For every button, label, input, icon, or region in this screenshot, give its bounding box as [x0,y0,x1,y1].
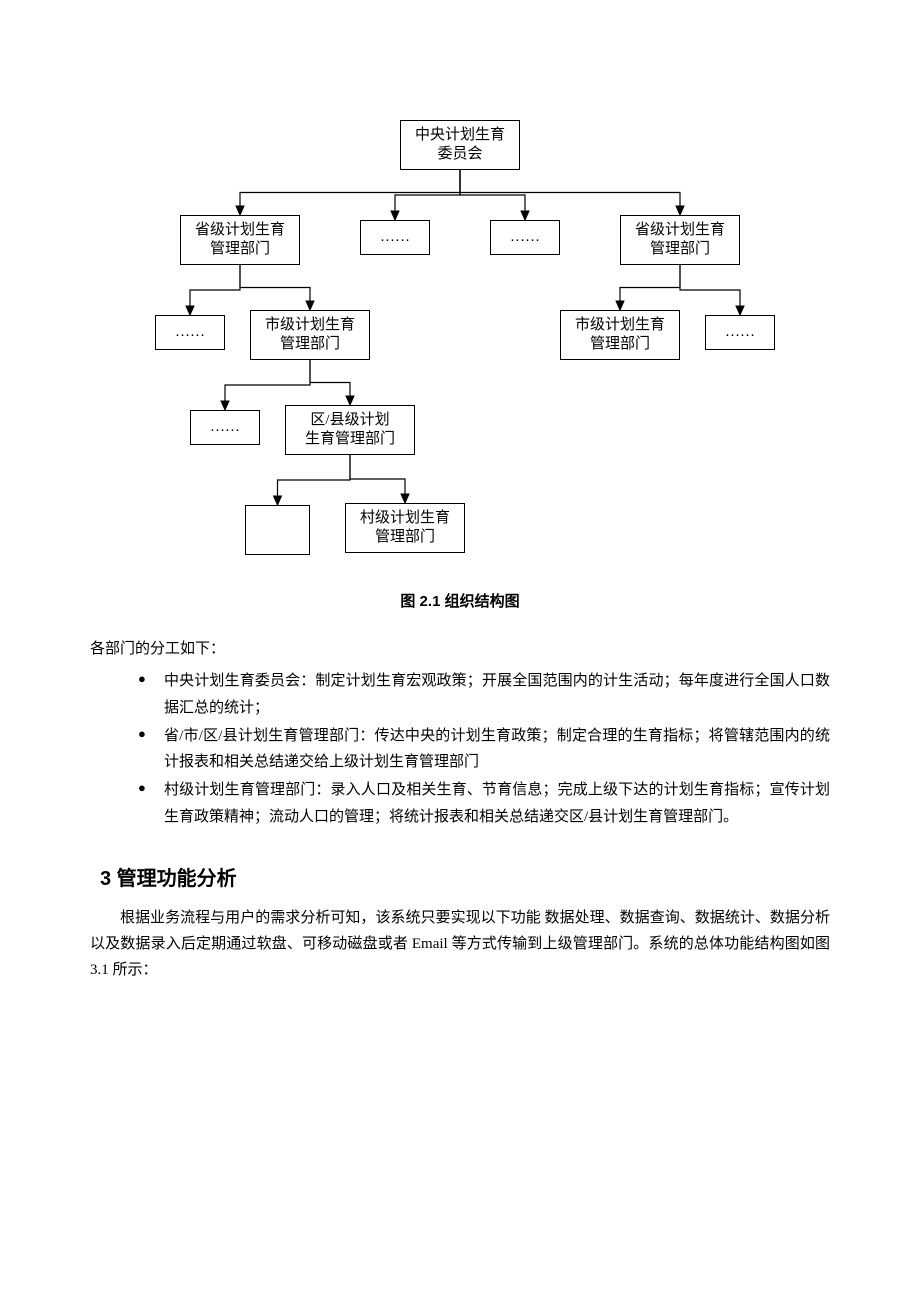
org-node: 省级计划生育管理部门 [180,215,300,265]
org-node: …… [705,315,775,350]
department-list: 中央计划生育委员会：制定计划生育宏观政策；开展全国范围内的计生活动；每年度进行全… [90,668,830,830]
org-node: …… [360,220,430,255]
org-node: …… [190,410,260,445]
figure-caption: 图 2.1 组织结构图 [90,590,830,611]
org-node [245,505,310,555]
org-node: 区/县级计划生育管理部门 [285,405,415,455]
org-node: …… [155,315,225,350]
org-node: …… [490,220,560,255]
org-node: 市级计划生育管理部门 [560,310,680,360]
list-item: 村级计划生育管理部门：录入人口及相关生育、节育信息；完成上级下达的计划生育指标；… [138,777,830,830]
intro-text: 各部门的分工如下： [90,636,830,662]
org-chart: 中央计划生育委员会省级计划生育管理部门 …… …… 省级计划生育管理部门 …… 市级计划生… [150,120,770,570]
list-item: 省/市/区/县计划生育管理部门：传达中央的计划生育政策；制定合理的生育指标；将管… [138,723,830,776]
org-node: 中央计划生育委员会 [400,120,520,170]
org-node: 村级计划生育管理部门 [345,503,465,553]
org-node: 省级计划生育管理部门 [620,215,740,265]
list-item: 中央计划生育委员会：制定计划生育宏观政策；开展全国范围内的计生活动；每年度进行全… [138,668,830,721]
section-header: 3 管理功能分析 [100,862,830,891]
org-node: 市级计划生育管理部门 [250,310,370,360]
section-paragraph: 根据业务流程与用户的需求分析可知，该系统只要实现以下功能 数据处理、数据查询、数… [90,905,830,984]
